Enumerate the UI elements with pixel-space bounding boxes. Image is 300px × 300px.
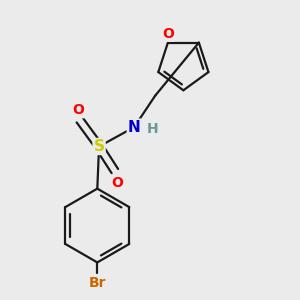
Text: S: S [94, 139, 105, 154]
Text: N: N [128, 120, 141, 135]
Text: H: H [147, 122, 158, 136]
Text: O: O [112, 176, 124, 190]
Text: O: O [72, 103, 84, 117]
Text: Br: Br [88, 277, 106, 290]
Text: O: O [162, 27, 174, 41]
